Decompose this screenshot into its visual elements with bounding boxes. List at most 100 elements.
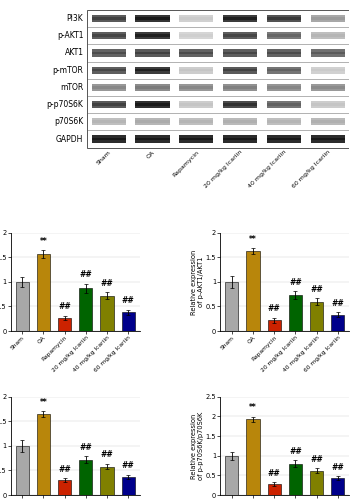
Bar (311, 84, 345, 91)
Bar (246, 251, 259, 331)
Bar (79, 288, 92, 331)
Bar (311, 86, 345, 88)
Bar (136, 118, 169, 126)
Text: Rapamycin: Rapamycin (172, 149, 200, 178)
Bar (92, 34, 126, 37)
Bar (136, 52, 169, 54)
Bar (311, 118, 345, 126)
Bar (267, 86, 301, 88)
Bar (311, 32, 345, 40)
Bar (136, 34, 169, 37)
Bar (331, 315, 345, 331)
Bar (92, 84, 126, 91)
Bar (223, 138, 257, 140)
Bar (179, 69, 213, 71)
Bar (179, 84, 213, 91)
Text: ##: ## (310, 455, 323, 464)
Bar (311, 50, 345, 56)
Bar (92, 15, 126, 22)
Bar (179, 138, 213, 140)
Text: ##: ## (289, 278, 302, 287)
Bar (223, 52, 257, 54)
Bar (136, 138, 169, 140)
Bar (58, 318, 71, 331)
Bar (92, 86, 126, 88)
Text: 60 mg/kg Icariin: 60 mg/kg Icariin (292, 149, 331, 189)
Bar (223, 104, 257, 106)
Text: 20 mg/kg Icariin: 20 mg/kg Icariin (204, 149, 244, 189)
Bar (223, 50, 257, 56)
Bar (136, 104, 169, 106)
Bar (331, 478, 345, 495)
Bar (223, 120, 257, 123)
Bar (92, 66, 126, 74)
Bar (311, 104, 345, 106)
Text: ##: ## (289, 447, 302, 456)
Bar (179, 136, 213, 142)
Bar (179, 120, 213, 123)
Text: ##: ## (268, 304, 281, 314)
Bar (268, 320, 281, 331)
Bar (136, 17, 169, 20)
Text: mTOR: mTOR (60, 83, 83, 92)
Bar (267, 69, 301, 71)
Bar (92, 32, 126, 40)
Text: ##: ## (331, 299, 344, 308)
Bar (311, 136, 345, 142)
Y-axis label: Relative expression
of p-AKT1/AKT1: Relative expression of p-AKT1/AKT1 (191, 250, 204, 314)
Bar (92, 118, 126, 126)
Bar (179, 104, 213, 106)
Bar (79, 460, 92, 495)
Bar (136, 86, 169, 88)
Bar (267, 138, 301, 140)
Bar (267, 52, 301, 54)
Text: ##: ## (101, 450, 113, 459)
Text: ##: ## (331, 462, 344, 471)
Bar (289, 464, 302, 495)
Bar (136, 101, 169, 108)
Bar (311, 34, 345, 37)
Bar (311, 138, 345, 140)
Text: **: ** (40, 398, 47, 406)
Bar (179, 15, 213, 22)
Bar (223, 118, 257, 126)
Text: ##: ## (58, 465, 71, 474)
Bar (311, 101, 345, 108)
Bar (223, 69, 257, 71)
Bar (267, 118, 301, 126)
Text: GAPDH: GAPDH (56, 134, 83, 143)
Bar (136, 50, 169, 56)
Bar (101, 466, 114, 495)
Text: ##: ## (122, 462, 134, 470)
Bar (92, 50, 126, 56)
Bar (310, 302, 323, 331)
Bar (92, 138, 126, 140)
Text: p70S6K: p70S6K (54, 118, 83, 126)
Bar (37, 414, 50, 495)
Bar (179, 32, 213, 40)
Bar (16, 446, 29, 495)
Bar (179, 34, 213, 37)
Bar (92, 17, 126, 20)
Bar (267, 17, 301, 20)
Bar (179, 101, 213, 108)
Text: Sham: Sham (96, 149, 112, 166)
Bar (92, 101, 126, 108)
Text: ##: ## (268, 469, 281, 478)
Bar (92, 104, 126, 106)
Text: ##: ## (79, 270, 92, 280)
Bar (136, 66, 169, 74)
Text: ##: ## (310, 284, 323, 294)
Bar (311, 120, 345, 123)
Bar (311, 66, 345, 74)
Bar (268, 484, 281, 495)
Text: p-mTOR: p-mTOR (53, 66, 83, 74)
Bar (136, 32, 169, 40)
Bar (136, 69, 169, 71)
Bar (179, 66, 213, 74)
Bar (223, 17, 257, 20)
Bar (223, 86, 257, 88)
Bar (267, 34, 301, 37)
Text: OA: OA (146, 149, 156, 159)
Bar (92, 136, 126, 142)
